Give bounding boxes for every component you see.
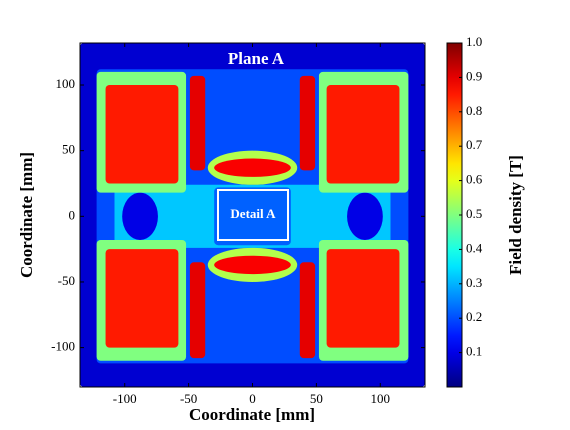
chart-title: Plane A [228,49,285,68]
x-tick-label: 100 [371,391,391,406]
y-tick-label: 100 [56,76,76,91]
colorbar-tick-label: 1.0 [466,34,482,49]
colorbar-tick-label: 0.6 [466,172,483,187]
field-map [80,43,425,387]
x-tick-label: -100 [113,391,137,406]
y-tick-label: -50 [58,273,75,288]
field-region [326,85,400,184]
y-axis-label: Coordinate [mm] [17,152,36,278]
colorbar-tick-label: 0.7 [466,137,483,152]
annotation: Detail A [230,206,276,221]
field-region [214,255,291,275]
field-region [326,249,400,348]
colorbar-label: Field density [T] [506,155,525,275]
field-region [214,158,291,177]
colorbar-tick-label: 0.9 [466,68,482,83]
x-tick-label: -50 [180,391,197,406]
x-tick-label: 50 [310,391,323,406]
y-tick-label: -100 [51,339,75,354]
field-region [105,85,179,184]
colorbar-tick-label: 0.4 [466,240,483,255]
x-axis-label: Coordinate [mm] [189,405,315,424]
field-region [122,192,158,240]
y-tick-label: 50 [62,142,75,157]
field-region [347,192,383,240]
colorbar-tick-label: 0.2 [466,309,482,324]
field-region [105,249,179,348]
field-region [214,187,291,246]
field-region [299,75,316,171]
field-region [189,75,206,171]
x-tick-label: 0 [249,391,256,406]
detail-box [217,189,289,241]
field-region [189,262,206,359]
colorbar-tick-label: 0.1 [466,344,482,359]
colorbar-tick-label: 0.8 [466,103,482,118]
colorbar-tick-label: 0.5 [466,206,482,221]
colorbar-tick-label: 0.3 [466,275,482,290]
field-region [299,262,316,359]
y-tick-label: 0 [69,207,76,222]
